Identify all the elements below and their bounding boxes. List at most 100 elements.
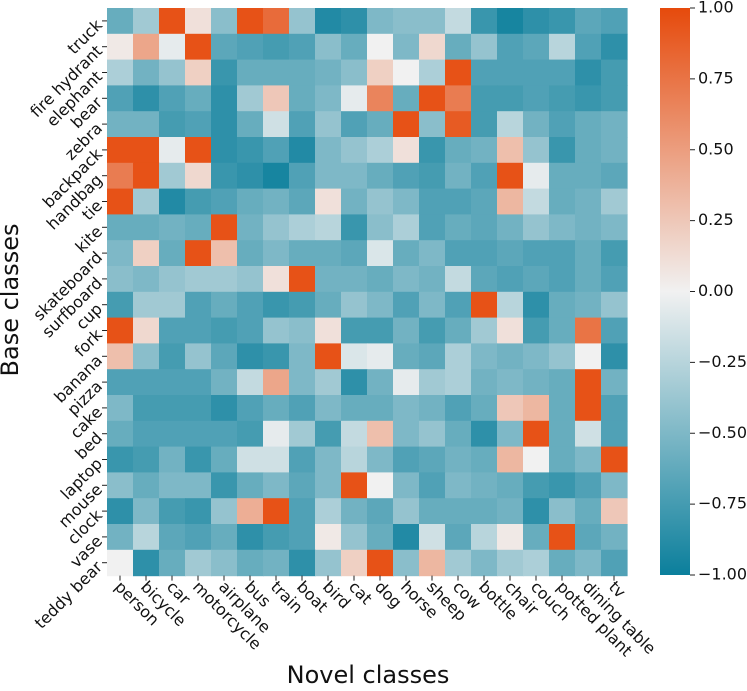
- heatmap-cell-7-19: [601, 188, 628, 215]
- heatmap-cell-12-2: [159, 317, 186, 344]
- heatmap-cell-21-0: [107, 549, 134, 577]
- heatmap-cell-10-2: [159, 266, 186, 293]
- heatmap-cell-5-3: [185, 137, 212, 164]
- heatmap-cell-15-10: [367, 395, 394, 422]
- heatmap-cell-10-17: [549, 266, 576, 293]
- heatmap-cell-20-14: [471, 524, 498, 551]
- heatmap-cell-1-0: [107, 33, 134, 61]
- heatmap-cell-4-6: [263, 111, 290, 138]
- heatmap-cell-0-3: [185, 8, 212, 35]
- heatmap-cell-20-2: [159, 524, 186, 551]
- heatmap-cell-9-7: [289, 240, 316, 267]
- heatmap-cell-7-6: [263, 188, 290, 215]
- heatmap-cell-6-15: [497, 162, 524, 190]
- heatmap-cell-8-2: [159, 214, 186, 241]
- colorbar: [660, 8, 690, 575]
- heatmap-cell-4-14: [471, 111, 498, 138]
- heatmap-cell-14-17: [549, 369, 576, 396]
- heatmap-cell-9-8: [315, 240, 342, 267]
- heatmap-cell-8-0: [107, 214, 134, 241]
- heatmap-cell-17-8: [315, 446, 342, 473]
- heatmap-cell-6-2: [159, 162, 186, 190]
- heatmap-cell-3-11: [393, 85, 420, 112]
- heatmap-cell-3-15: [497, 85, 524, 112]
- heatmap-cell-1-6: [263, 33, 290, 61]
- heatmap-cell-13-1: [133, 343, 160, 370]
- heatmap-cell-16-6: [263, 420, 290, 448]
- heatmap-cell-0-19: [601, 8, 628, 35]
- heatmap-cell-14-15: [497, 369, 524, 396]
- heatmap-cell-19-1: [133, 498, 160, 525]
- heatmap-cell-15-12: [419, 395, 446, 422]
- heatmap-cell-21-10: [367, 549, 394, 577]
- heatmap-cell-3-10: [367, 85, 394, 112]
- heatmap-cell-13-19: [601, 343, 628, 370]
- heatmap-cell-13-0: [107, 343, 134, 370]
- heatmap-cell-1-18: [575, 33, 602, 61]
- heatmap-cell-15-1: [133, 395, 160, 422]
- heatmap-cell-16-4: [211, 420, 238, 448]
- heatmap-cell-19-8: [315, 498, 342, 525]
- heatmap-cell-9-14: [471, 240, 498, 267]
- heatmap-cell-3-12: [419, 85, 446, 112]
- heatmap-cell-16-16: [523, 420, 550, 448]
- heatmap-cell-3-17: [549, 85, 576, 112]
- heatmap-cell-10-3: [185, 266, 212, 293]
- heatmap-cell-8-14: [471, 214, 498, 241]
- heatmap-cell-13-5: [237, 343, 264, 370]
- heatmap-cell-18-3: [185, 472, 212, 499]
- heatmap-cell-19-18: [575, 498, 602, 525]
- heatmap-cell-7-2: [159, 188, 186, 215]
- heatmap-cell-8-15: [497, 214, 524, 241]
- heatmap-cell-6-8: [315, 162, 342, 190]
- heatmap-cell-19-3: [185, 498, 212, 525]
- heatmap-cell-7-9: [341, 188, 368, 215]
- heatmap-cell-12-9: [341, 317, 368, 344]
- heatmap-cell-15-8: [315, 395, 342, 422]
- heatmap-cell-12-1: [133, 317, 160, 344]
- heatmap-cell-21-3: [185, 549, 212, 577]
- heatmap-cell-8-17: [549, 214, 576, 241]
- heatmap-cell-7-12: [419, 188, 446, 215]
- heatmap-cell-16-18: [575, 420, 602, 448]
- heatmap-cell-14-10: [367, 369, 394, 396]
- heatmap-cell-19-19: [601, 498, 628, 525]
- heatmap-cell-11-7: [289, 291, 316, 319]
- heatmap-cell-12-3: [185, 317, 212, 344]
- heatmap-cell-21-5: [237, 549, 264, 577]
- heatmap-cell-9-0: [107, 240, 134, 267]
- heatmap-cell-5-6: [263, 137, 290, 164]
- heatmap-cell-0-17: [549, 8, 576, 35]
- heatmap-cell-14-9: [341, 369, 368, 396]
- heatmap-cell-12-19: [601, 317, 628, 344]
- heatmap-cell-12-10: [367, 317, 394, 344]
- heatmap-cell-19-5: [237, 498, 264, 525]
- heatmap-cell-7-10: [367, 188, 394, 215]
- heatmap-cell-10-19: [601, 266, 628, 293]
- heatmap-cell-11-8: [315, 291, 342, 319]
- heatmap-cell-21-16: [523, 549, 550, 577]
- heatmap-cell-17-11: [393, 446, 420, 473]
- heatmap-cell-19-6: [263, 498, 290, 525]
- heatmap-cell-17-14: [471, 446, 498, 473]
- heatmap-cell-1-8: [315, 33, 342, 61]
- heatmap-cell-0-1: [133, 8, 160, 35]
- heatmap-cell-16-2: [159, 420, 186, 448]
- heatmap-cell-3-6: [263, 85, 290, 112]
- heatmap-cell-6-14: [471, 162, 498, 190]
- heatmap-cell-13-4: [211, 343, 238, 370]
- heatmap-cell-2-7: [289, 59, 316, 86]
- heatmap-cell-12-18: [575, 317, 602, 344]
- x-tick-labels: personbicyclecarmotorcycleairplanebustra…: [111, 575, 660, 660]
- heatmap-cell-0-13: [445, 8, 472, 35]
- x-tick-label-10: dog: [371, 577, 406, 612]
- heatmap-cell-21-6: [263, 549, 290, 577]
- heatmap-cell-9-9: [341, 240, 368, 267]
- heatmap-cell-6-4: [211, 162, 238, 190]
- heatmap-cell-21-14: [471, 549, 498, 577]
- heatmap-cell-12-15: [497, 317, 524, 344]
- heatmap-cell-21-17: [549, 549, 576, 577]
- heatmap-cell-5-2: [159, 137, 186, 164]
- heatmap-cell-18-18: [575, 472, 602, 499]
- heatmap-cell-4-4: [211, 111, 238, 138]
